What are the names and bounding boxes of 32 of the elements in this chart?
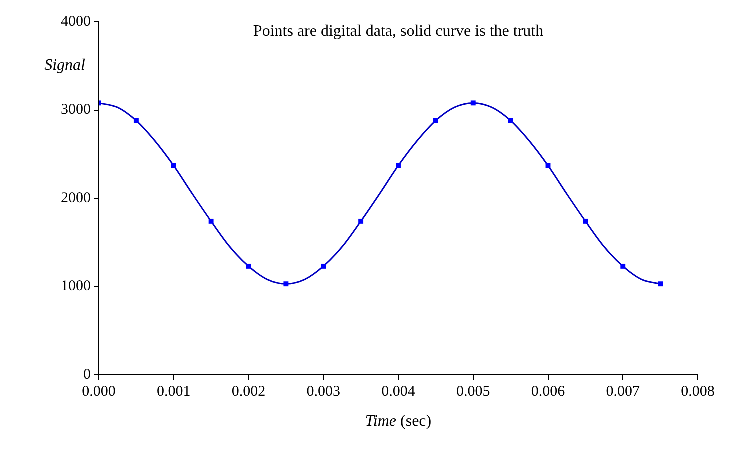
y-tick-label: 2000 — [61, 190, 91, 206]
x-tick-label: 0.001 — [157, 384, 191, 400]
point — [658, 282, 664, 287]
y-tick-label: 1000 — [61, 278, 91, 295]
x-tick-label: 0.000 — [82, 384, 116, 400]
y-tick-label: 0 — [84, 366, 91, 383]
point — [246, 264, 252, 269]
x-tick-label: 0.004 — [382, 384, 416, 400]
x-tick-label: 0.007 — [606, 384, 640, 400]
y-axis-title: Signal — [44, 57, 86, 74]
x-tick-label: 0.005 — [456, 384, 490, 400]
x-axis-title: Time (sec) — [365, 413, 432, 430]
chart-title: Points are digital data, solid curve is the truth — [253, 23, 544, 40]
point — [134, 118, 139, 124]
point — [171, 163, 176, 168]
point — [396, 163, 401, 168]
point — [284, 282, 289, 287]
y-tick-label: 4000 — [61, 14, 91, 30]
y-tick-label: 3000 — [61, 102, 91, 118]
point — [546, 163, 551, 168]
x-tick-label: 0.002 — [232, 384, 266, 400]
point — [208, 218, 214, 224]
point — [321, 264, 326, 269]
point — [508, 118, 514, 124]
point — [358, 218, 364, 224]
x-tick-label: 0.003 — [306, 384, 340, 400]
x-tick-label: 0.008 — [681, 384, 715, 400]
x-tick-label: 0.006 — [531, 384, 566, 400]
point — [433, 118, 438, 124]
point — [620, 264, 626, 269]
point — [470, 100, 476, 106]
point — [583, 218, 588, 224]
